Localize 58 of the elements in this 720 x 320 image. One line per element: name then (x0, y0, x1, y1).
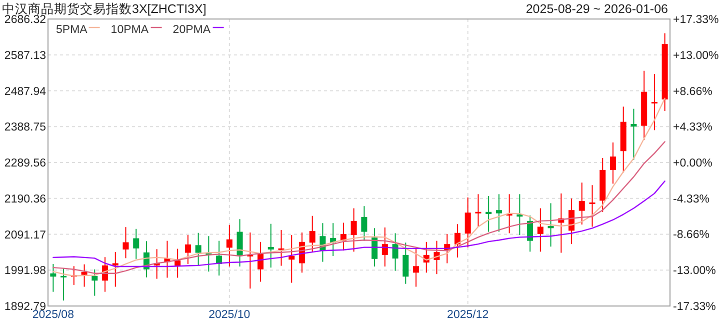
candlestick (50, 263, 56, 292)
candlestick (578, 182, 585, 226)
y2-tick-label: -17.33% (673, 301, 716, 314)
candlestick (413, 248, 420, 288)
y2-tick-label: -8.66% (673, 229, 710, 242)
candlestick (454, 224, 460, 258)
candlestick (361, 206, 368, 242)
y-tick-label: 2686.32 (4, 14, 46, 26)
candlestick (496, 194, 502, 232)
candlestick (475, 194, 482, 228)
candlestick (278, 229, 284, 266)
candlestick (402, 242, 409, 284)
candlestick (92, 268, 98, 296)
y2-tick-label: +4.33% (673, 122, 712, 134)
candlestick (464, 196, 471, 248)
y-tick-label: 2190.36 (4, 193, 46, 206)
y2-tick-label: +13.00% (673, 50, 719, 62)
candlestick (392, 232, 398, 272)
chart-title: 中汉商品期货交易指数3X[ZHCTI3X] (2, 1, 206, 16)
y-tick-label: 2388.75 (4, 122, 46, 134)
candlestick (350, 208, 357, 252)
candlestick (258, 241, 264, 282)
candlestick (226, 224, 232, 267)
y-tick-label: 2487.94 (4, 86, 47, 98)
y2-tick-label: -13.00% (673, 265, 716, 278)
candlestick (60, 268, 67, 301)
y-tick-label: 2587.13 (4, 50, 46, 62)
y-tick-label: 2091.17 (4, 229, 46, 242)
candlestick (382, 226, 388, 267)
y-tick-label: 1991.98 (4, 265, 46, 278)
candlestick (184, 234, 191, 264)
candlestick (589, 184, 596, 228)
chart-subtitle: 2025-08-29 ~ 2026-01-06 (526, 2, 668, 16)
y2-tick-label: -4.33% (673, 193, 710, 206)
candlestick (434, 240, 440, 275)
x-tick-label: 2025/10 (208, 309, 250, 320)
legend-label: 20PMA (172, 24, 211, 36)
legend-label: 10PMA (110, 24, 149, 36)
candlestick (610, 142, 616, 184)
candlestick (122, 226, 129, 259)
candlestick (81, 264, 88, 288)
y-tick-label: 2289.56 (4, 158, 46, 170)
y2-tick-label: +0.00% (673, 158, 712, 170)
candlestick (112, 252, 118, 288)
legend-label: 5PMA (56, 24, 88, 36)
candlestick (288, 234, 295, 284)
candlestick (133, 228, 140, 260)
candlestick (268, 223, 274, 268)
candlestick (630, 108, 637, 160)
x-tick-label: 2025/12 (447, 309, 489, 320)
candlestick (548, 202, 554, 248)
y2-tick-label: +17.33% (673, 14, 719, 26)
candlestick (486, 195, 492, 232)
candlestick (537, 208, 544, 252)
candlestick (651, 74, 658, 131)
candlestick (195, 232, 202, 266)
y2-tick-label: +8.66% (673, 86, 712, 98)
candlestick (309, 215, 316, 252)
